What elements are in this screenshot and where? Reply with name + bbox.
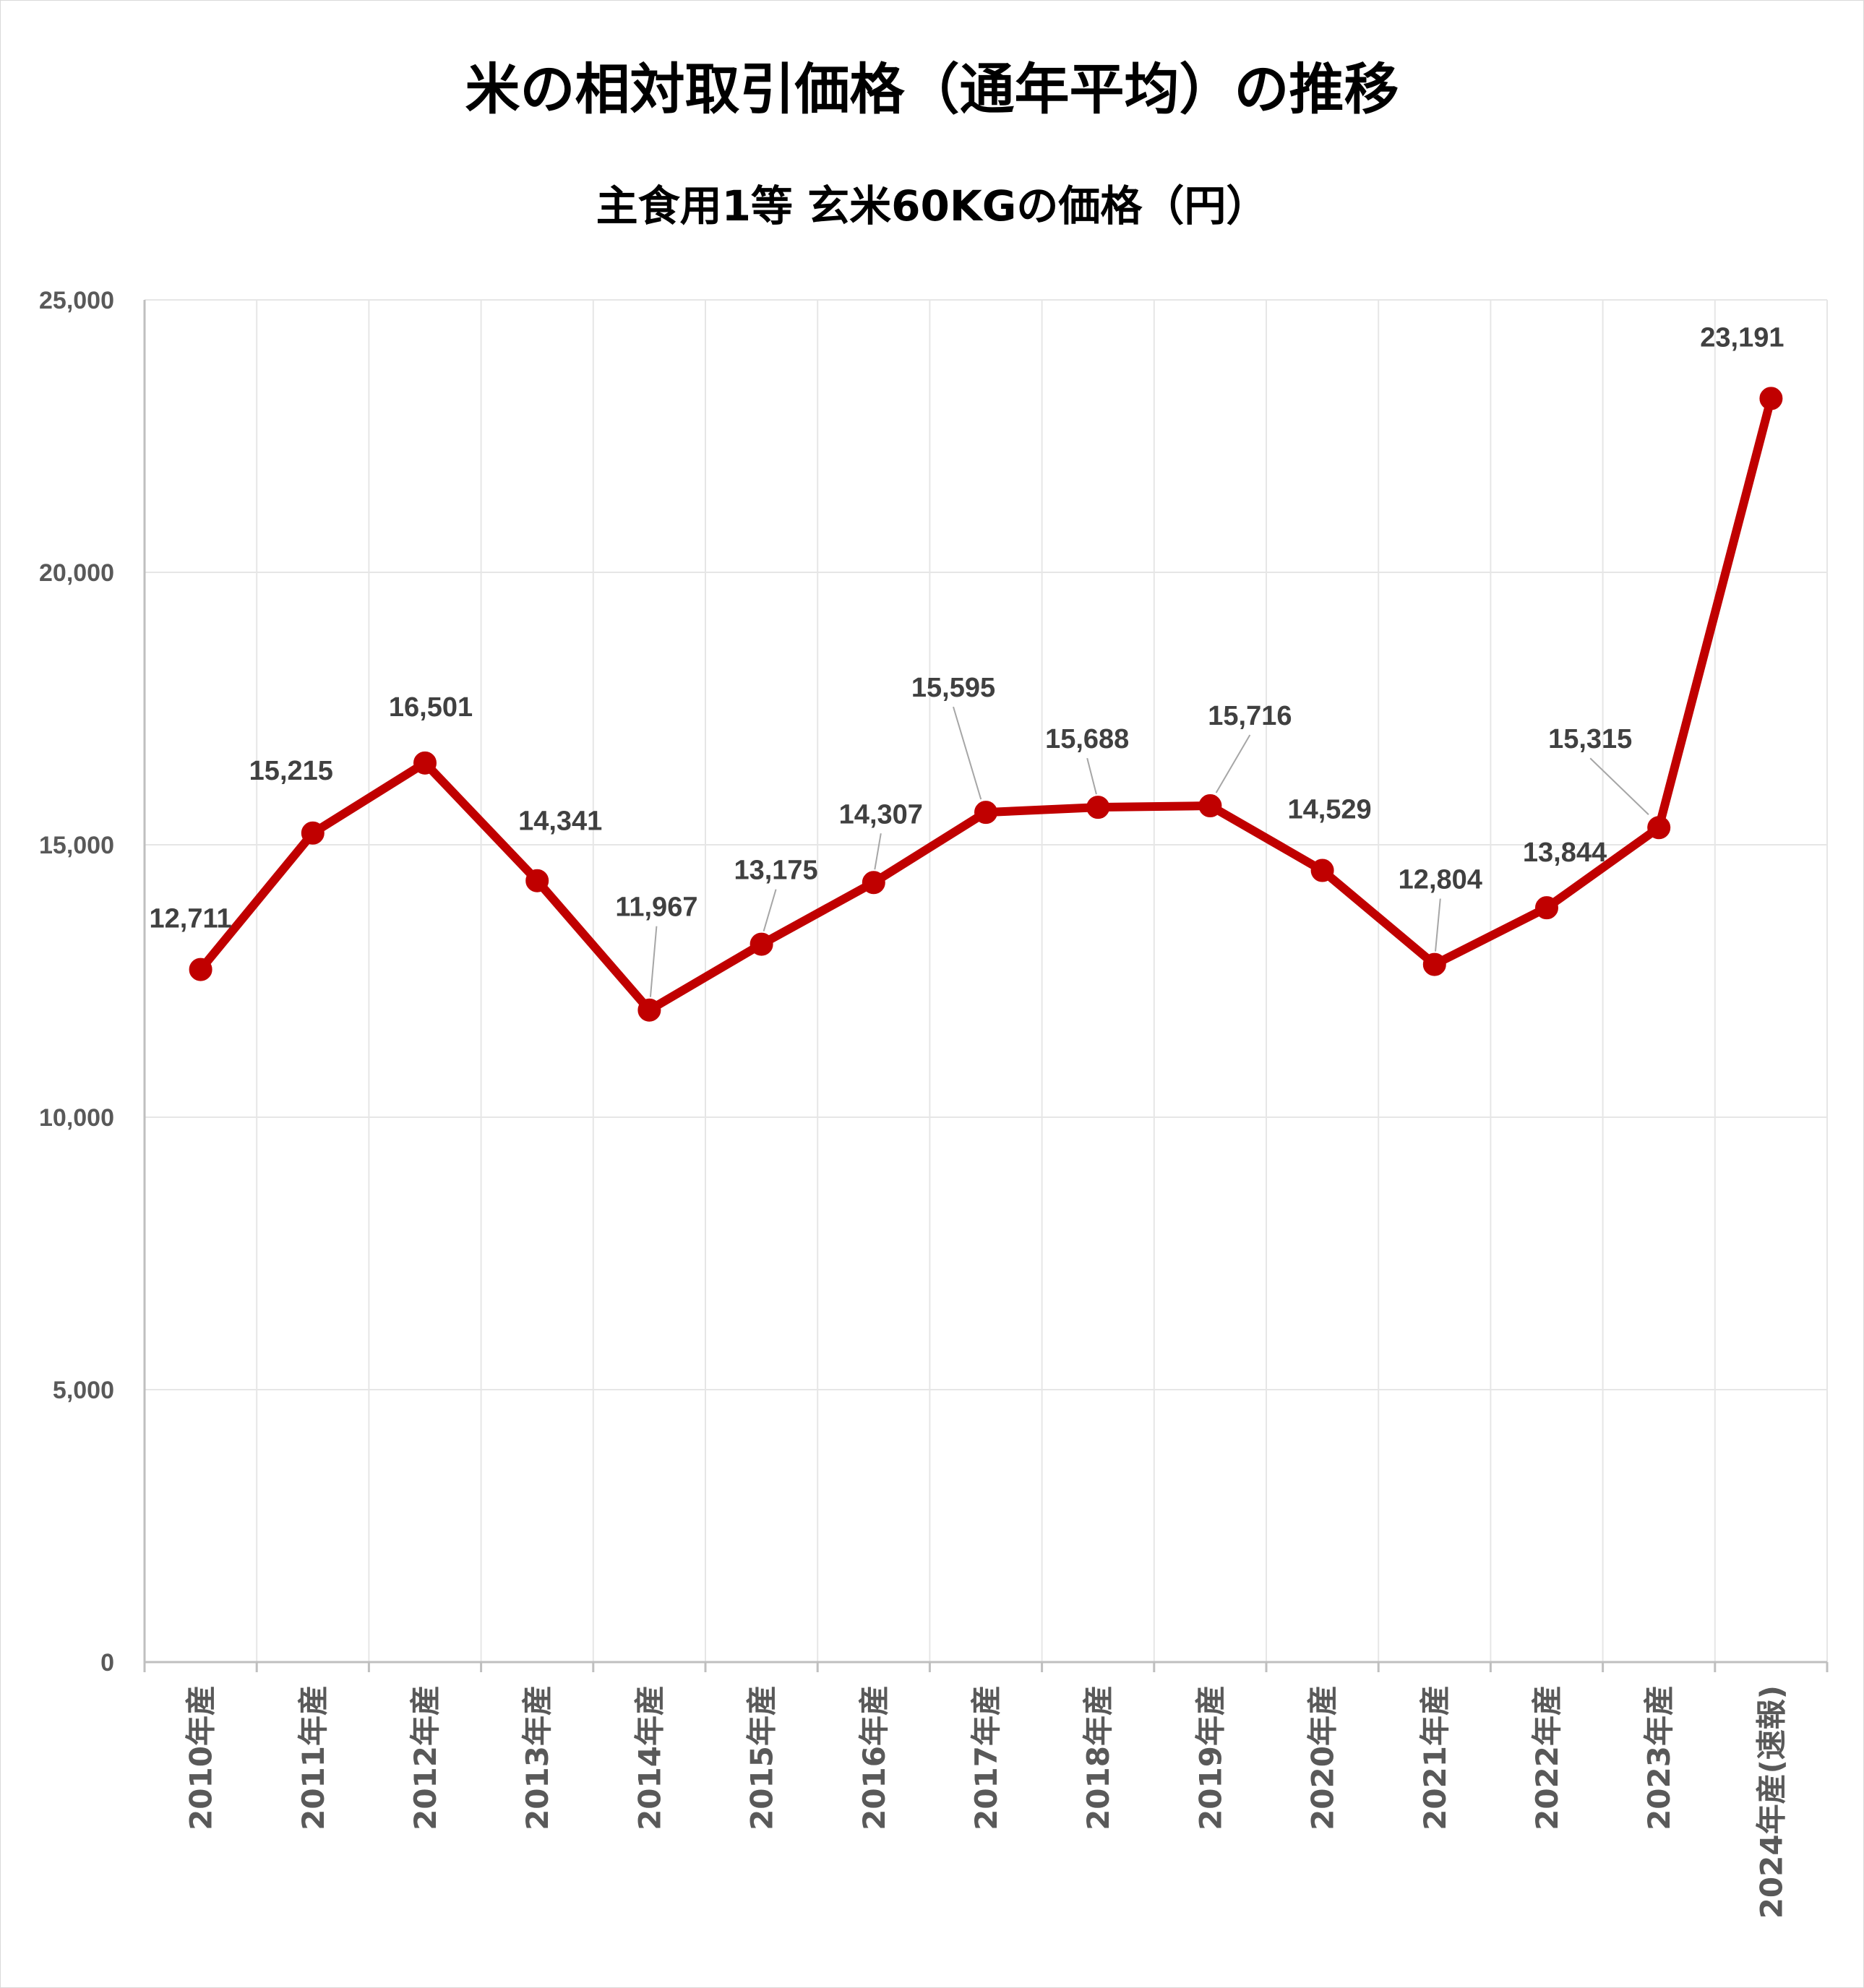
data-point[interactable] bbox=[974, 801, 997, 825]
y-tick-label: 0 bbox=[100, 1649, 114, 1677]
x-tick-label: 2015年産 bbox=[744, 1685, 780, 1830]
x-tick-label: 2013年産 bbox=[520, 1685, 555, 1830]
data-label: 12,804 bbox=[1399, 865, 1482, 895]
x-tick-label: 2012年産 bbox=[408, 1685, 443, 1830]
x-tick-label: 2024年産(速報) bbox=[1753, 1685, 1789, 1919]
data-point[interactable] bbox=[525, 869, 549, 892]
data-label: 11,967 bbox=[615, 892, 697, 923]
data-label: 15,595 bbox=[911, 673, 995, 703]
x-tick-label: 2019年産 bbox=[1193, 1685, 1228, 1830]
x-tick-label: 2014年産 bbox=[632, 1685, 667, 1830]
label-leader-line bbox=[1086, 757, 1097, 795]
x-axis-ticks: 2010年産 2011年産 2012年産 2013年産 2014年産 2015年産 2016… bbox=[184, 1685, 1790, 1919]
x-tick-label: 2010年産 bbox=[184, 1685, 219, 1830]
label-leader-line bbox=[1589, 757, 1649, 815]
x-tick-label: 2017年産 bbox=[968, 1685, 1004, 1830]
data-label: 15,315 bbox=[1548, 724, 1632, 754]
data-point[interactable] bbox=[1759, 387, 1783, 410]
x-tick-label: 2023年産 bbox=[1641, 1685, 1677, 1830]
data-label: 14,529 bbox=[1287, 795, 1371, 825]
data-point[interactable] bbox=[1535, 896, 1558, 920]
data-label: 23,191 bbox=[1700, 322, 1784, 353]
data-point[interactable] bbox=[413, 751, 437, 775]
y-tick-label: 15,000 bbox=[39, 832, 114, 859]
data-point[interactable] bbox=[1086, 796, 1110, 819]
data-point[interactable] bbox=[1310, 859, 1334, 882]
data-label: 15,716 bbox=[1208, 701, 1292, 731]
data-label: 14,307 bbox=[839, 799, 923, 830]
data-point[interactable] bbox=[189, 958, 212, 981]
y-tick-label: 10,000 bbox=[39, 1104, 114, 1132]
data-point[interactable] bbox=[637, 998, 661, 1022]
y-tick-label: 5,000 bbox=[53, 1377, 114, 1404]
gridlines bbox=[145, 299, 1828, 1662]
label-leader-line bbox=[1435, 898, 1441, 952]
data-point[interactable] bbox=[301, 821, 325, 845]
data-label: 13,844 bbox=[1523, 838, 1607, 868]
x-tick-label: 2021年産 bbox=[1417, 1685, 1453, 1830]
chart-title: 米の相対取引価格（通年平均）の推移 bbox=[465, 57, 1399, 121]
chart-subtitle: 主食用1等 玄米60KGの価格（円） bbox=[596, 181, 1268, 231]
data-labels: 12,711 15,215 16,501 14,341 11,967 13,175 14,3… bbox=[150, 322, 1784, 934]
label-leader-line bbox=[953, 706, 982, 800]
series-price bbox=[189, 387, 1783, 1022]
data-label: 13,175 bbox=[734, 856, 817, 886]
y-axis-ticks: 0 5,000 10,000 15,000 20,000 25,000 bbox=[39, 287, 114, 1677]
data-point[interactable] bbox=[1198, 794, 1222, 818]
axes bbox=[143, 300, 1829, 1672]
data-label: 15,688 bbox=[1045, 724, 1129, 754]
x-tick-label: 2022年産 bbox=[1529, 1685, 1565, 1830]
label-leader-line bbox=[763, 889, 777, 931]
data-point[interactable] bbox=[1422, 952, 1446, 976]
data-label: 15,215 bbox=[249, 756, 333, 786]
x-tick-label: 2016年産 bbox=[856, 1685, 892, 1830]
y-tick-label: 20,000 bbox=[39, 559, 114, 587]
y-tick-label: 25,000 bbox=[39, 287, 114, 314]
label-leader-lines bbox=[649, 706, 1649, 997]
label-leader-line bbox=[874, 833, 882, 870]
x-tick-label: 2011年産 bbox=[296, 1685, 331, 1830]
data-point[interactable] bbox=[1647, 816, 1671, 840]
data-point[interactable] bbox=[862, 871, 885, 895]
label-leader-line bbox=[1215, 734, 1251, 793]
data-point[interactable] bbox=[750, 932, 773, 956]
x-tick-label: 2018年産 bbox=[1081, 1685, 1116, 1830]
data-label: 14,341 bbox=[518, 806, 602, 837]
data-label: 16,501 bbox=[389, 692, 473, 723]
label-leader-line bbox=[649, 926, 658, 997]
x-tick-label: 2020年産 bbox=[1305, 1685, 1341, 1830]
data-label: 12,711 bbox=[150, 904, 232, 934]
